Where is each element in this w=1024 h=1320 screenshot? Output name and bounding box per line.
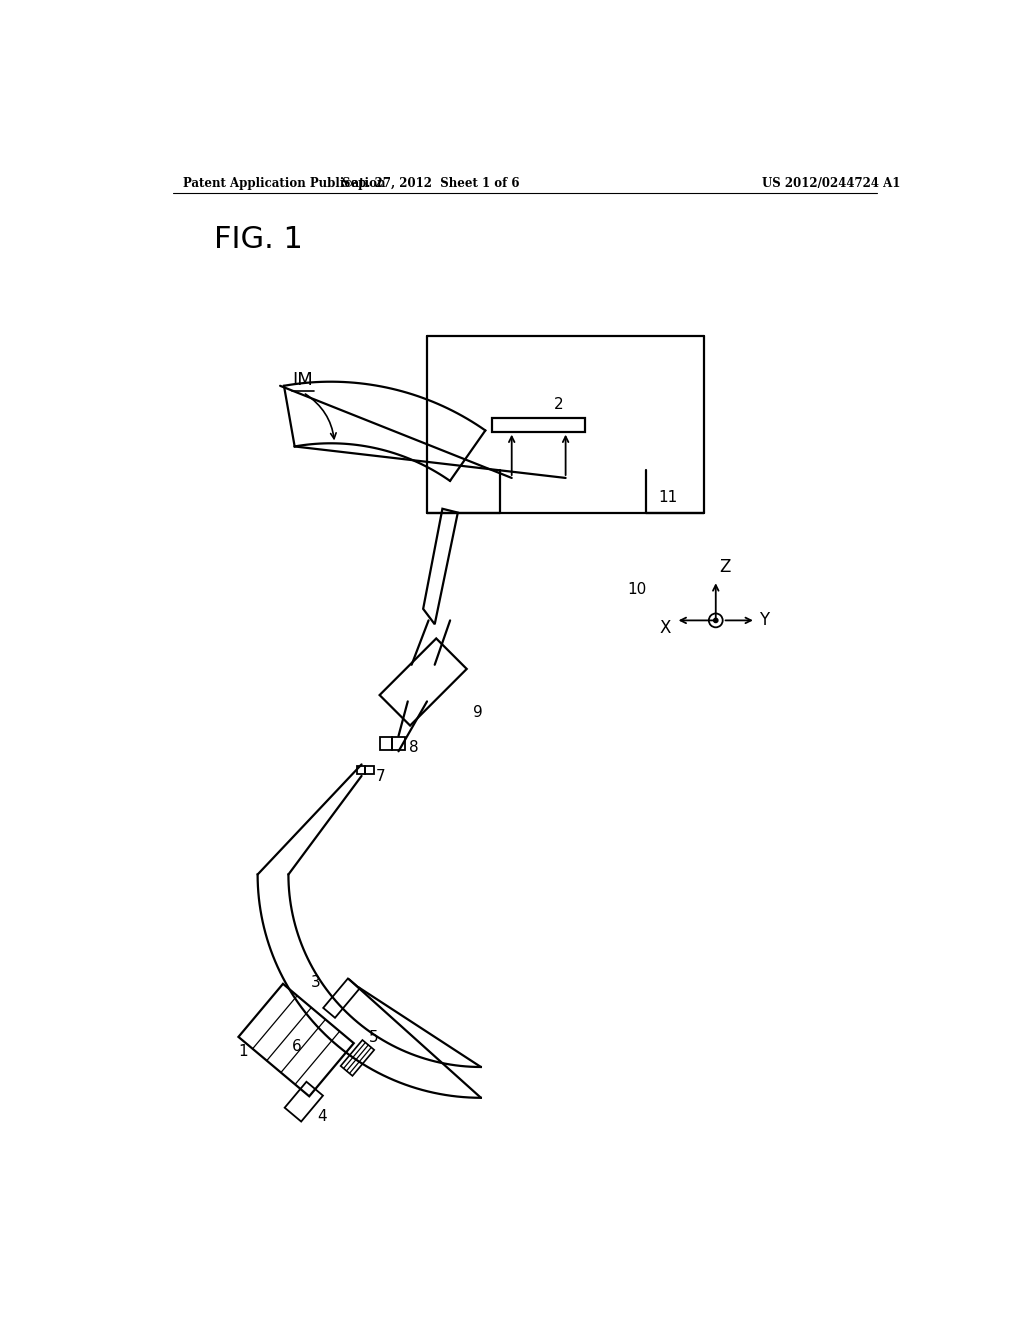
Text: 6: 6 [292, 1039, 302, 1053]
Text: US 2012/0244724 A1: US 2012/0244724 A1 [762, 177, 900, 190]
Text: 10: 10 [628, 582, 646, 597]
Text: 2: 2 [554, 396, 563, 412]
Text: 1: 1 [239, 1044, 248, 1059]
Text: 3: 3 [310, 975, 321, 990]
FancyArrowPatch shape [305, 393, 336, 438]
Text: 4: 4 [317, 1109, 327, 1125]
Text: 5: 5 [369, 1030, 378, 1045]
Bar [392, 738, 404, 750]
Text: 9: 9 [473, 705, 483, 721]
Text: Z: Z [719, 558, 730, 576]
Text: X: X [659, 619, 671, 638]
Text: FIG. 1: FIG. 1 [214, 224, 303, 253]
Text: Y: Y [759, 611, 769, 630]
Text: Patent Application Publication: Patent Application Publication [183, 177, 385, 190]
Text: 8: 8 [409, 741, 418, 755]
Text: IM: IM [292, 371, 313, 389]
Bar [357, 766, 366, 775]
Bar [380, 738, 392, 750]
Text: 7: 7 [376, 770, 385, 784]
Circle shape [714, 618, 718, 623]
Bar [493, 418, 585, 432]
Bar [366, 766, 374, 775]
Text: 11: 11 [658, 490, 677, 504]
Text: Sep. 27, 2012  Sheet 1 of 6: Sep. 27, 2012 Sheet 1 of 6 [342, 177, 519, 190]
